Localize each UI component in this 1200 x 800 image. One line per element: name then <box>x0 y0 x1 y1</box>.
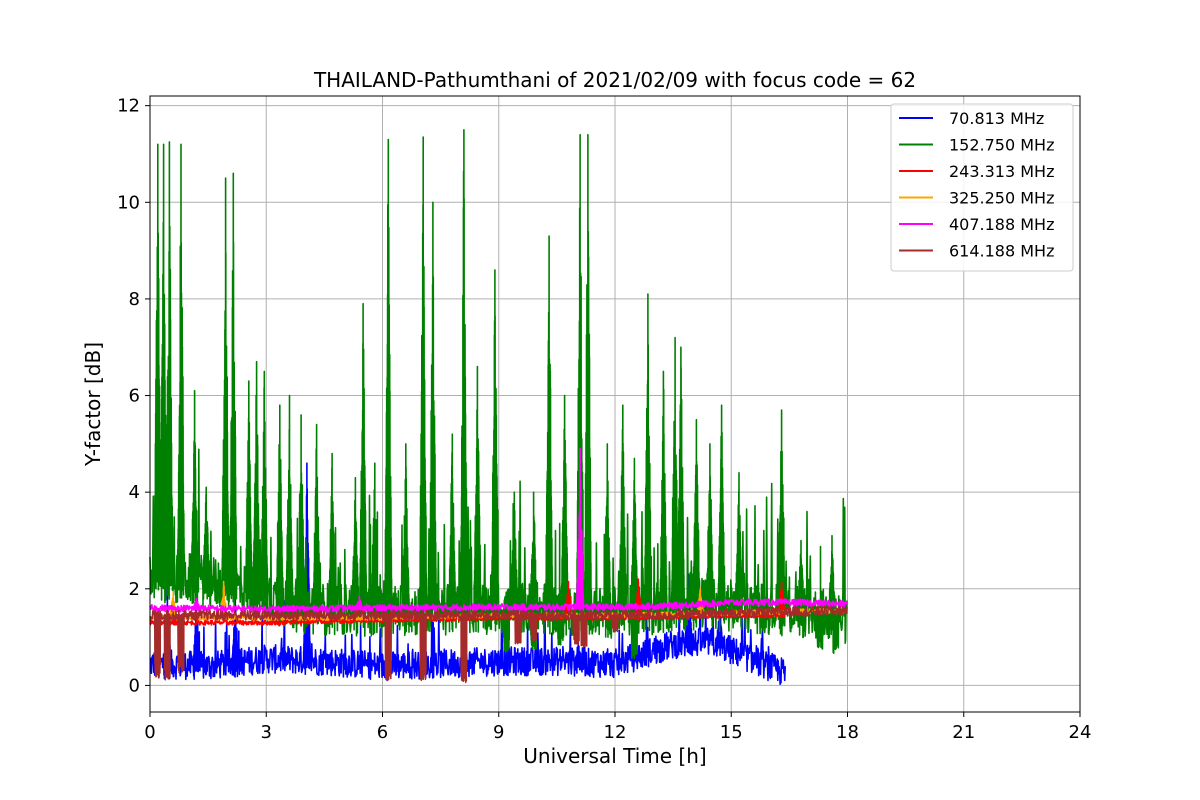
legend-label: 325.250 MHz <box>949 189 1054 208</box>
x-tick-label: 6 <box>377 722 388 743</box>
legend-label: 614.188 MHz <box>949 242 1054 261</box>
x-tick-label: 15 <box>720 722 743 743</box>
y-tick-label: 4 <box>129 482 140 503</box>
x-tick-label: 21 <box>952 722 975 743</box>
legend-label: 407.188 MHz <box>949 215 1054 234</box>
chart-title: THAILAND-Pathumthani of 2021/02/09 with … <box>313 68 916 92</box>
y-tick-label: 12 <box>117 96 140 117</box>
series-line <box>149 605 848 684</box>
x-tick-label: 18 <box>836 722 859 743</box>
y-tick-label: 0 <box>129 675 140 696</box>
series-line <box>149 447 848 614</box>
x-axis-title: Universal Time [h] <box>523 744 706 768</box>
x-tick-label: 12 <box>604 722 627 743</box>
x-tick-label: 24 <box>1069 722 1092 743</box>
y-tick-label: 6 <box>129 386 140 407</box>
legend: 70.813 MHz 152.750 MHz 243.313 MHz 325.250 … <box>890 103 1074 272</box>
x-tick-label: 9 <box>493 722 504 743</box>
x-tick-label: 0 <box>144 722 155 743</box>
y-tick-label: 10 <box>117 192 140 213</box>
legend-label: 243.313 MHz <box>949 162 1054 181</box>
x-tick-label: 3 <box>261 722 272 743</box>
series-group <box>149 129 848 685</box>
y-tick-label: 8 <box>129 289 140 310</box>
y-axis-title: Y-factor [dB] <box>81 342 105 467</box>
y-tick-label: 2 <box>129 579 140 600</box>
legend-box <box>890 103 1074 272</box>
legend-label: 152.750 MHz <box>949 136 1054 155</box>
legend-label: 70.813 MHz <box>949 109 1044 128</box>
